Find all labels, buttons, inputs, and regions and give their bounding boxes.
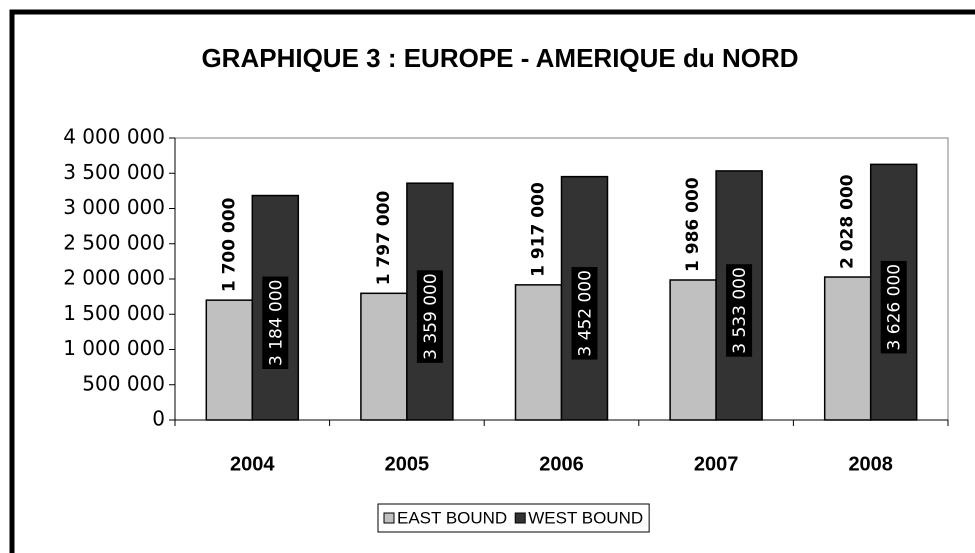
- value-label: 3 184 000: [266, 279, 286, 366]
- y-tick-label: 3 500 000: [63, 160, 165, 184]
- bar: [360, 292, 408, 421]
- value-label-group: 3 626 000: [880, 260, 907, 354]
- value-label-group: 3 184 000: [262, 276, 289, 370]
- chart-frame: [9, 9, 975, 553]
- value-label-group: 3 533 000: [726, 264, 753, 357]
- y-tick-label: 500 000: [82, 371, 165, 395]
- value-label: 2 028 000: [838, 174, 858, 269]
- value-label: 1 700 000: [219, 197, 239, 292]
- y-tick-label: 4 000 000: [63, 125, 165, 149]
- value-label: 3 533 000: [730, 267, 750, 354]
- legend-swatch: [383, 512, 395, 524]
- legend-box: [377, 503, 650, 533]
- value-label: 3 452 000: [576, 270, 596, 357]
- chart-title: GRAPHIQUE 3 : EUROPE - AMERIQUE du NORD: [201, 43, 798, 73]
- value-label: 1 986 000: [683, 177, 703, 272]
- value-label: 1 917 000: [529, 182, 549, 277]
- value-label-box: [880, 260, 907, 354]
- x-tick-label: 2007: [694, 453, 739, 475]
- bar: [669, 279, 717, 421]
- x-tick-label: 2006: [539, 453, 584, 475]
- value-label: 3 626 000: [885, 264, 905, 351]
- bar: [205, 299, 254, 421]
- y-tick-label: 0: [152, 407, 165, 431]
- x-tick-label: 2004: [230, 453, 275, 475]
- legend: EAST BOUND WEST BOUND: [377, 503, 650, 533]
- x-tick-label: 2008: [848, 453, 893, 475]
- value-label-box: [262, 276, 289, 370]
- y-tick-label: 1 500 000: [63, 301, 165, 325]
- value-label-group: 3 359 000: [416, 270, 443, 363]
- value-label: 1 797 000: [374, 191, 394, 286]
- value-label-box: [726, 264, 753, 357]
- y-tick-label: 3 000 000: [63, 195, 165, 219]
- bar: [514, 284, 563, 421]
- bar: [823, 276, 872, 421]
- bar: [715, 170, 763, 421]
- x-tick-label: 2005: [385, 453, 430, 475]
- value-label-box: [416, 270, 443, 363]
- value-label-group: 3 452 000: [571, 267, 598, 360]
- value-label: 3 359 000: [421, 273, 441, 360]
- y-tick-label: 2 000 000: [63, 266, 165, 290]
- y-tick-label: 1 000 000: [63, 336, 165, 360]
- legend-label: WEST BOUND: [528, 508, 643, 527]
- y-tick-label: 2 500 000: [63, 230, 165, 254]
- legend-label: EAST BOUND: [397, 508, 507, 527]
- value-label-box: [571, 267, 598, 360]
- legend-swatch: [514, 512, 526, 524]
